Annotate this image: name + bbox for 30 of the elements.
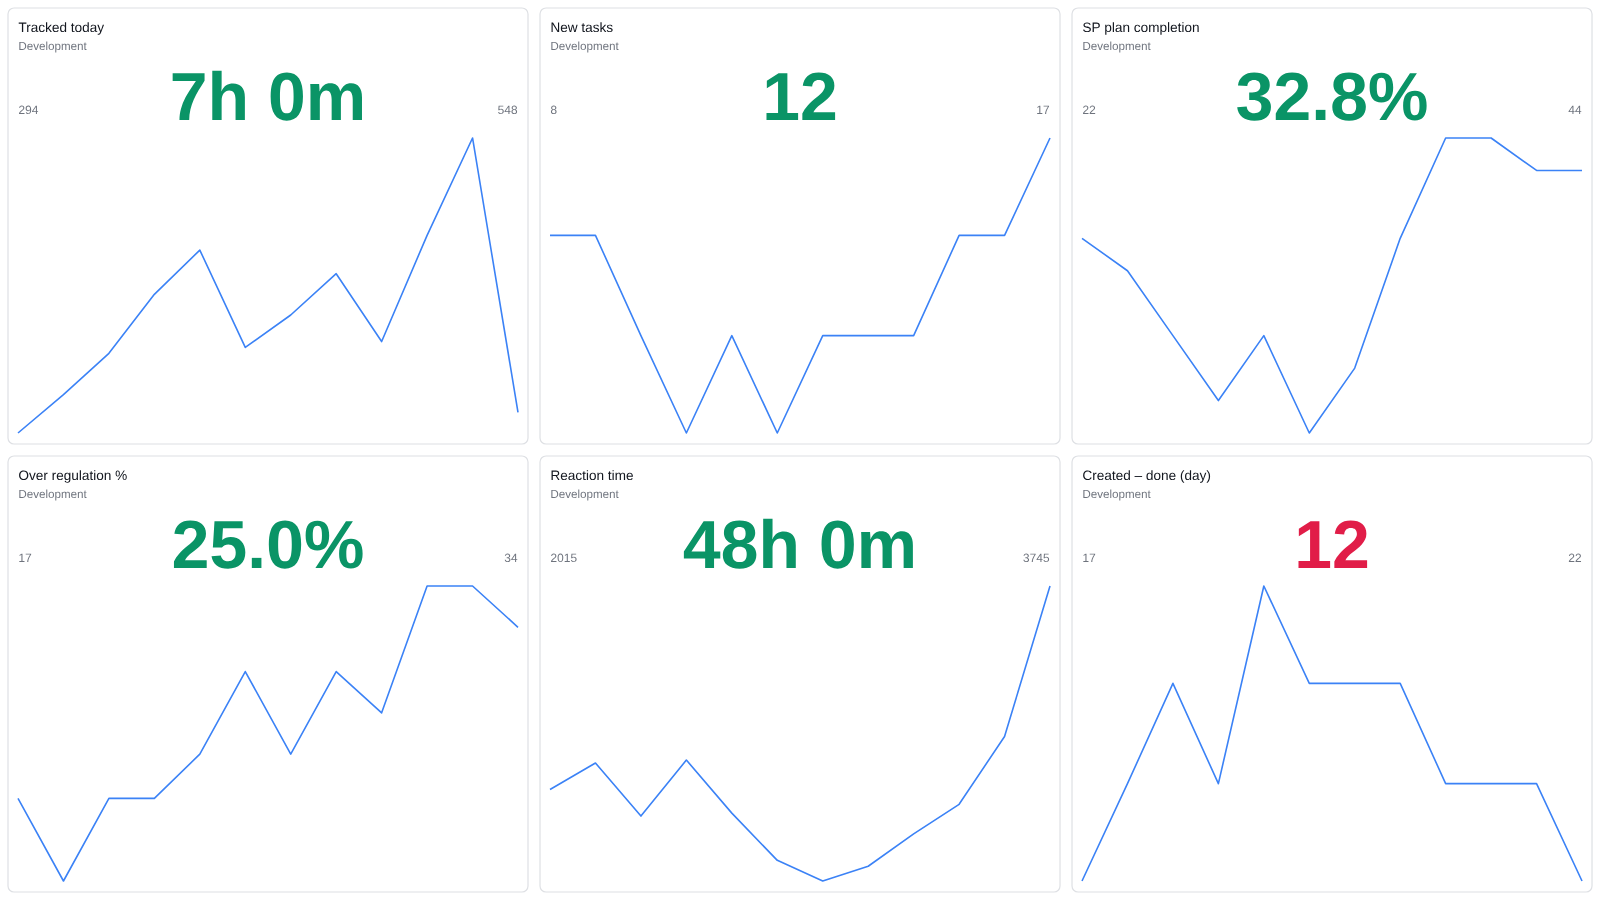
chart-title: Created – done (day): [1083, 470, 1211, 483]
text: 22: [1568, 553, 1582, 562]
text: 7h 0m: [172, 70, 362, 121]
chart-subtitle: Development: [19, 489, 87, 501]
text: 32.8%: [1237, 72, 1427, 121]
chart-subtitle: Development: [19, 41, 87, 53]
text: 2015: [551, 553, 577, 563]
text: 48h 0m: [683, 518, 913, 569]
chart-subtitle: Development: [1083, 489, 1151, 501]
chart-title: New tasks: [551, 22, 613, 33]
chart-title: Over regulation %: [19, 470, 127, 483]
text: 294: [19, 105, 39, 115]
text: 3745: [1023, 553, 1050, 563]
text: 8: [550, 105, 557, 115]
text: 12: [766, 72, 836, 120]
text: 17: [1037, 105, 1050, 114]
text: 25.0%: [173, 520, 363, 569]
chart-subtitle: Development: [551, 41, 619, 53]
text: 12: [1298, 520, 1368, 568]
chart-title: SP plan completion: [1083, 22, 1199, 35]
text: 548: [498, 105, 518, 115]
text: 22: [1083, 105, 1096, 114]
chart-subtitle: Development: [1083, 41, 1151, 53]
chart-subtitle: Development: [551, 489, 619, 501]
text: 44: [1568, 105, 1582, 114]
text: 17: [1083, 553, 1096, 562]
chart-title: Reaction time: [551, 470, 633, 481]
chart-title: Tracked today: [18, 22, 105, 35]
text: 17: [19, 553, 32, 562]
text: 34: [504, 553, 518, 563]
